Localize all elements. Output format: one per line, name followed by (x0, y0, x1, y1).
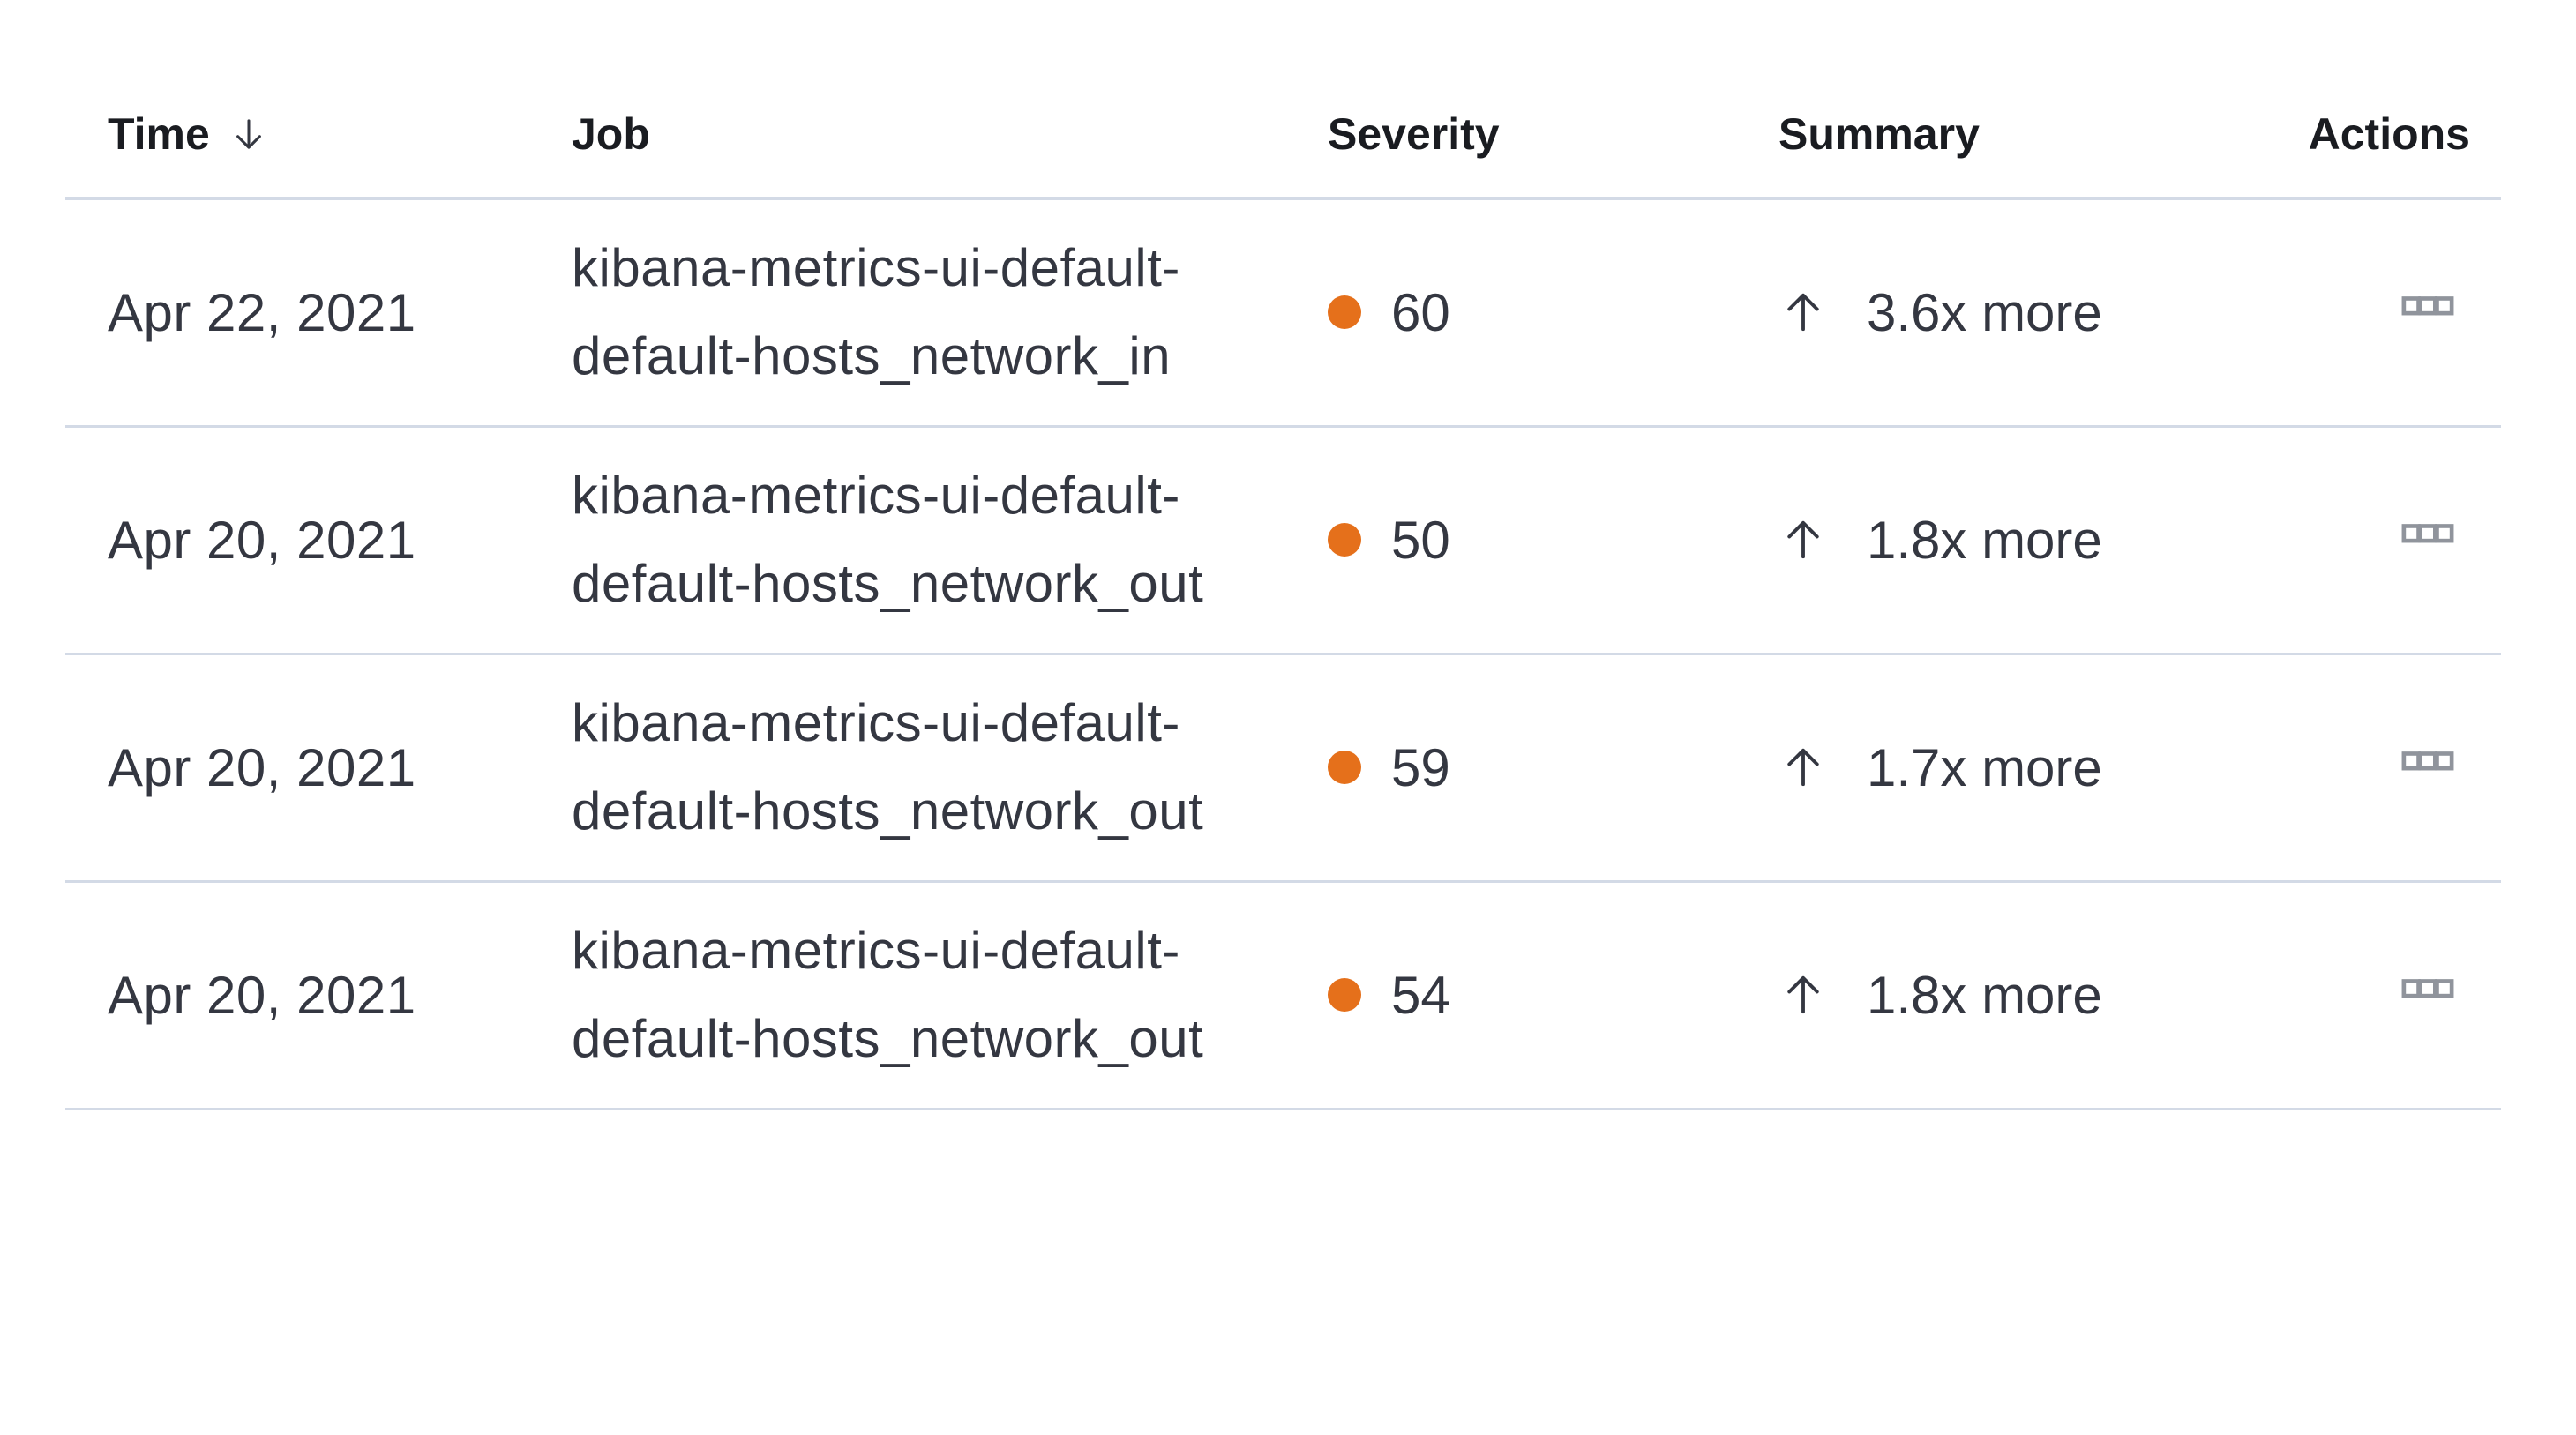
row-actions-button[interactable] (2400, 506, 2455, 561)
severity-cell: 54 (1285, 881, 1736, 1110)
arrow-up-icon (1778, 515, 1828, 564)
job-cell: kibana-metrics-ui-default-default-hosts_… (529, 198, 1285, 428)
table-row: Apr 20, 2021 kibana-metrics-ui-default-d… (65, 881, 2501, 1110)
actions-cell (2230, 654, 2501, 883)
severity-score: 54 (1391, 965, 1450, 1025)
column-label-time: Time (108, 108, 210, 159)
severity-cell: 60 (1285, 198, 1736, 428)
column-header-job: Job (529, 71, 1285, 200)
column-header-severity: Severity (1285, 71, 1736, 200)
arrow-up-icon (1778, 743, 1828, 792)
row-actions-button[interactable] (2400, 734, 2455, 789)
job-cell: kibana-metrics-ui-default-default-hosts_… (529, 654, 1285, 883)
column-label-actions: Actions (2308, 108, 2470, 159)
time-cell: Apr 20, 2021 (65, 881, 529, 1110)
severity-score: 50 (1391, 510, 1450, 570)
summary-text: 1.8x more (1867, 510, 2102, 570)
actions-cell (2230, 198, 2501, 428)
job-cell: kibana-metrics-ui-default-default-hosts_… (529, 881, 1285, 1110)
anomalies-page: Time Job Severity Summary (65, 71, 2501, 1110)
severity-dot-icon (1328, 978, 1361, 1012)
summary-text: 3.6x more (1867, 282, 2102, 342)
severity-score: 60 (1391, 282, 1450, 342)
summary-text: 1.8x more (1867, 965, 2102, 1025)
row-actions-button[interactable] (2400, 961, 2455, 1016)
table-row: Apr 20, 2021 kibana-metrics-ui-default-d… (65, 426, 2501, 655)
time-cell: Apr 20, 2021 (65, 426, 529, 655)
actions-cell (2230, 881, 2501, 1110)
column-header-actions: Actions (2230, 71, 2501, 200)
boxes-horizontal-icon (2401, 751, 2454, 771)
summary-cell: 1.7x more (1736, 654, 2230, 883)
arrow-up-icon (1778, 288, 1828, 337)
severity-dot-icon (1328, 751, 1361, 784)
actions-cell (2230, 426, 2501, 655)
table-row: Apr 22, 2021 kibana-metrics-ui-default-d… (65, 198, 2501, 428)
column-label-job: Job (572, 108, 650, 159)
boxes-horizontal-icon (2401, 296, 2454, 316)
summary-cell: 1.8x more (1736, 881, 2230, 1110)
table-row: Apr 20, 2021 kibana-metrics-ui-default-d… (65, 654, 2501, 883)
summary-cell: 3.6x more (1736, 198, 2230, 428)
column-label-severity: Severity (1328, 108, 1500, 159)
severity-dot-icon (1328, 295, 1361, 330)
row-actions-button[interactable] (2400, 279, 2455, 333)
job-cell: kibana-metrics-ui-default-default-hosts_… (529, 426, 1285, 655)
table-header-row: Time Job Severity Summary (65, 71, 2501, 200)
anomalies-table: Time Job Severity Summary (65, 71, 2501, 1110)
column-header-summary: Summary (1736, 71, 2230, 200)
severity-cell: 59 (1285, 654, 1736, 883)
severity-dot-icon (1328, 523, 1361, 557)
summary-cell: 1.8x more (1736, 426, 2230, 655)
column-label-summary: Summary (1778, 108, 1980, 159)
severity-score: 59 (1391, 737, 1450, 797)
boxes-horizontal-icon (2401, 524, 2454, 543)
sort-descending-icon (229, 115, 268, 153)
arrow-up-icon (1778, 970, 1828, 1020)
boxes-horizontal-icon (2401, 979, 2454, 998)
column-header-time[interactable]: Time (65, 71, 529, 200)
time-cell: Apr 22, 2021 (65, 198, 529, 428)
time-cell: Apr 20, 2021 (65, 654, 529, 883)
summary-text: 1.7x more (1867, 737, 2102, 797)
severity-cell: 50 (1285, 426, 1736, 655)
